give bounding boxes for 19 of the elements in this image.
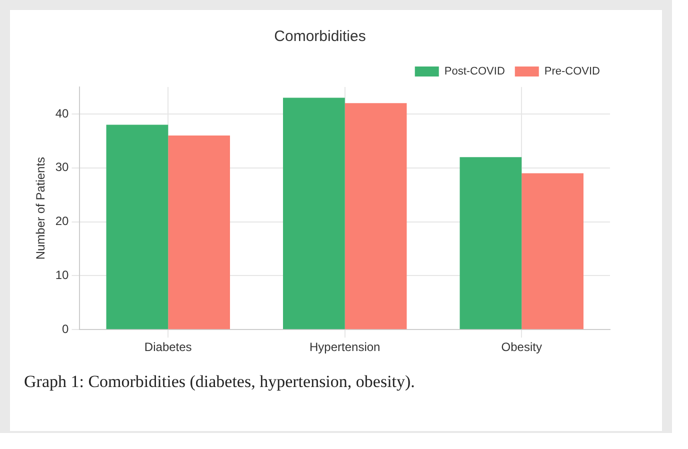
x-tick-label: Obesity bbox=[501, 340, 542, 354]
y-tick-label: 0 bbox=[62, 322, 70, 336]
x-tick-label: Hypertension bbox=[310, 340, 380, 354]
y-tick-label: 10 bbox=[55, 268, 70, 282]
y-tick-label: 20 bbox=[55, 214, 70, 228]
y-axis-title: Number of Patients bbox=[34, 156, 48, 260]
chart-title: Comorbidities bbox=[274, 28, 366, 46]
bar bbox=[283, 98, 345, 330]
caption: Graph 1: Comorbidities (diabetes, hypertension, obesity). bbox=[23, 371, 416, 392]
bar bbox=[460, 157, 522, 330]
y-tick-label: 30 bbox=[55, 160, 70, 174]
bar bbox=[344, 103, 407, 330]
bar bbox=[168, 136, 230, 330]
bar bbox=[106, 124, 168, 330]
bar bbox=[522, 173, 584, 330]
x-tick-label: Diabetes bbox=[144, 340, 192, 354]
legend-label: Pre-COVID bbox=[544, 66, 600, 78]
legend-label: Post-COVID bbox=[444, 66, 505, 78]
y-tick-label: 40 bbox=[55, 106, 70, 120]
